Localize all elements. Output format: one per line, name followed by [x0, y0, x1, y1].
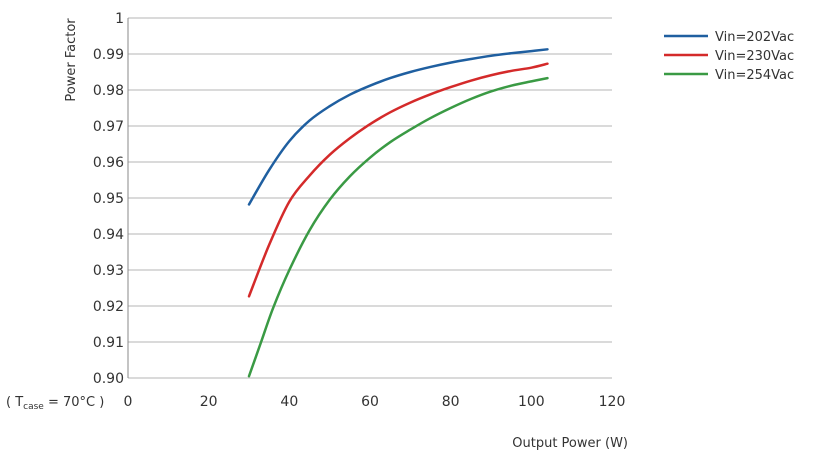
- y-tick-label: 0.94: [93, 227, 124, 243]
- y-tick-label: 0.93: [93, 263, 124, 279]
- y-tick-label: 0.99: [93, 47, 124, 63]
- y-axis-ticks: 0.90 0.91 0.92 0.93 0.94 0.95 0.96 0.97 0.98 0.99…: [93, 11, 124, 387]
- y-tick-label: 0.98: [93, 83, 124, 99]
- legend: Vin=202Vac Vin=230Vac Vin=254Vac: [664, 30, 794, 83]
- legend-label-2: Vin=230Vac: [715, 49, 794, 64]
- grid-lines: [128, 17, 612, 379]
- y-tick-label: 1: [115, 11, 124, 27]
- x-tick-label: 120: [599, 394, 626, 410]
- x-tick-label: 80: [442, 394, 460, 410]
- temperature-condition: ( Tcase = 70°C ): [6, 395, 104, 412]
- x-tick-label: 40: [280, 394, 298, 410]
- y-tick-label: 0.97: [93, 119, 124, 135]
- y-tick-label: 0.95: [93, 191, 124, 207]
- y-tick-label: 0.96: [93, 155, 124, 171]
- condition-prefix: ( T: [6, 395, 23, 410]
- series-line-2: [247, 62, 549, 298]
- series-line-3: [247, 76, 549, 378]
- y-axis-title: Power Factor: [64, 18, 79, 102]
- series-lines: [247, 48, 549, 378]
- x-tick-label: 100: [518, 394, 545, 410]
- x-axis-ticks: 0 20 40 60 80 100 120: [124, 394, 626, 410]
- legend-label-3: Vin=254Vac: [715, 68, 794, 83]
- y-tick-label: 0.90: [93, 371, 124, 387]
- condition-subscript: case: [23, 402, 44, 412]
- series-line-1: [247, 48, 549, 206]
- x-axis-title: Output Power (W): [512, 436, 628, 451]
- condition-suffix: = 70°C ): [44, 395, 104, 410]
- x-tick-label: 20: [200, 394, 218, 410]
- x-tick-label: 60: [361, 394, 379, 410]
- x-tick-label: 0: [124, 394, 133, 410]
- y-tick-label: 0.91: [93, 335, 124, 351]
- legend-label-1: Vin=202Vac: [715, 30, 794, 45]
- y-tick-label: 0.92: [93, 299, 124, 315]
